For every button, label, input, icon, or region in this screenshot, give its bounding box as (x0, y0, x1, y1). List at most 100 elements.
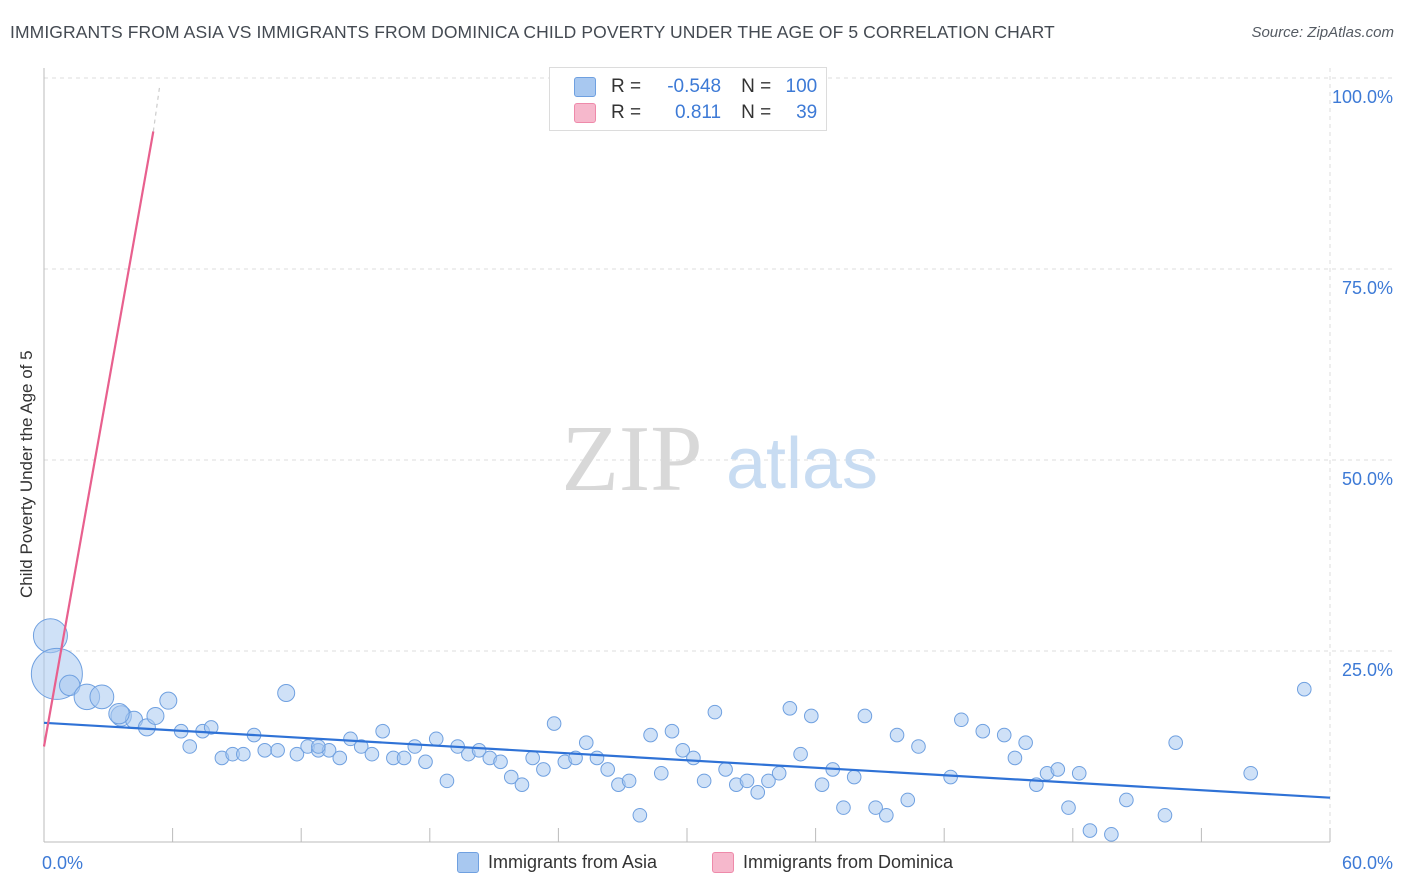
asia-point (804, 708, 819, 724)
asia-point (1296, 681, 1312, 697)
legend-r-value: 0.811 (674, 102, 722, 123)
asia-point (954, 712, 969, 728)
asia-point (1018, 735, 1033, 750)
legend-item-label: Immigrants from Dominica (743, 852, 954, 872)
asia-point (439, 773, 455, 789)
asia-point (1061, 800, 1076, 815)
asia-point (182, 739, 198, 754)
asia-point (311, 739, 326, 754)
asia-point (975, 723, 991, 739)
asia-point (879, 807, 894, 823)
asia-point (889, 727, 905, 743)
asia-point (578, 735, 594, 750)
legend-row-dominica: R = 0.811 N = 39 (574, 101, 817, 125)
asia-point (289, 746, 305, 762)
asia-point (707, 704, 723, 720)
asia-point (332, 750, 348, 766)
asia-point (814, 777, 830, 793)
asia-point (1168, 735, 1183, 750)
asia-point (203, 720, 219, 735)
asia-point (428, 731, 444, 747)
y-axis-label: Child Poverty Under the Age of 5 (17, 350, 36, 598)
asia-point (653, 765, 669, 781)
legend-n-value: 39 (796, 102, 818, 123)
asia-point (514, 777, 530, 793)
asia-point (525, 750, 540, 766)
y-tick-label: 100.0% (1332, 87, 1393, 107)
asia-point (718, 762, 733, 777)
source-label: Source: ZipAtlas.com (1251, 24, 1394, 41)
data-points (30, 618, 1312, 842)
legend-item-dominica: Immigrants from Dominica (712, 852, 953, 873)
asia-point (493, 754, 508, 770)
asia-point (675, 743, 691, 758)
legend-n-label: N = (741, 102, 772, 123)
axes (43, 68, 1331, 843)
asia-point (396, 750, 412, 766)
asia-point (686, 750, 701, 766)
asia-trend-line (43, 721, 1331, 799)
asia-point (846, 769, 862, 785)
asia-point (1082, 823, 1098, 838)
y-tick-label: 50.0% (1342, 469, 1393, 489)
y-tick-label: 25.0% (1342, 660, 1393, 680)
asia-point (108, 702, 130, 725)
asia-point (503, 769, 519, 785)
asia-point (664, 723, 680, 739)
asia-point (900, 792, 916, 808)
asia-point (418, 754, 433, 770)
legend-item-label: Immigrants from Asia (488, 852, 658, 872)
dominica-trend-extension (152, 85, 161, 132)
x-tick-label: 0.0% (42, 853, 83, 873)
asia-point (277, 684, 296, 703)
asia-point (1050, 762, 1066, 777)
asia-point (236, 746, 251, 762)
asia-point (943, 769, 958, 785)
asia-point (159, 691, 178, 710)
asia-point (632, 807, 648, 823)
asia-swatch (574, 77, 596, 97)
asia-point (1157, 807, 1173, 823)
asia-point (270, 743, 285, 758)
asia-point (353, 739, 369, 754)
asia-point (546, 716, 562, 731)
asia-point (1104, 827, 1119, 842)
asia-point (407, 739, 423, 754)
asia-point (89, 684, 115, 710)
asia-point (375, 723, 390, 739)
y-tick-label: 75.0% (1342, 278, 1393, 298)
asia-point (771, 765, 787, 781)
legend-row-asia: R = -0.548 N = 100 (574, 75, 817, 99)
legend-r-label: R = (611, 102, 642, 123)
asia-point (1119, 792, 1134, 808)
asia-point (739, 773, 755, 789)
asia-point (59, 674, 81, 697)
asia-point (750, 785, 766, 800)
trend-lines (42, 85, 1331, 799)
asia-point (696, 773, 712, 789)
tick-labels: 25.0% 50.0% 75.0% 100.0% 0.0% 60.0% (42, 87, 1393, 873)
watermark-atlas: atlas (726, 424, 878, 504)
x-tick-label: 60.0% (1342, 853, 1393, 873)
asia-point (343, 731, 358, 747)
asia-point (536, 762, 551, 777)
legend-r-value: -0.548 (667, 76, 722, 97)
asia-point (1007, 750, 1023, 766)
asia-point (857, 708, 873, 724)
asia-point (782, 701, 798, 716)
dominica-swatch (574, 103, 596, 123)
asia-swatch (457, 852, 479, 873)
asia-point (868, 800, 883, 815)
asia-point (911, 739, 926, 754)
asia-point (621, 773, 637, 789)
asia-point (1243, 765, 1258, 781)
legend-r-label: R = (611, 76, 642, 97)
dominica-swatch (712, 852, 734, 873)
legend-n-value: 100 (785, 76, 818, 97)
correlation-legend: R = -0.548 N = 100 R = 0.811 N = 39 (549, 67, 827, 131)
chart-title: IMMIGRANTS FROM ASIA VS IMMIGRANTS FROM … (10, 22, 1055, 42)
asia-point (643, 727, 658, 743)
asia-point (146, 706, 165, 725)
watermark-zip: ZIP (562, 407, 703, 511)
